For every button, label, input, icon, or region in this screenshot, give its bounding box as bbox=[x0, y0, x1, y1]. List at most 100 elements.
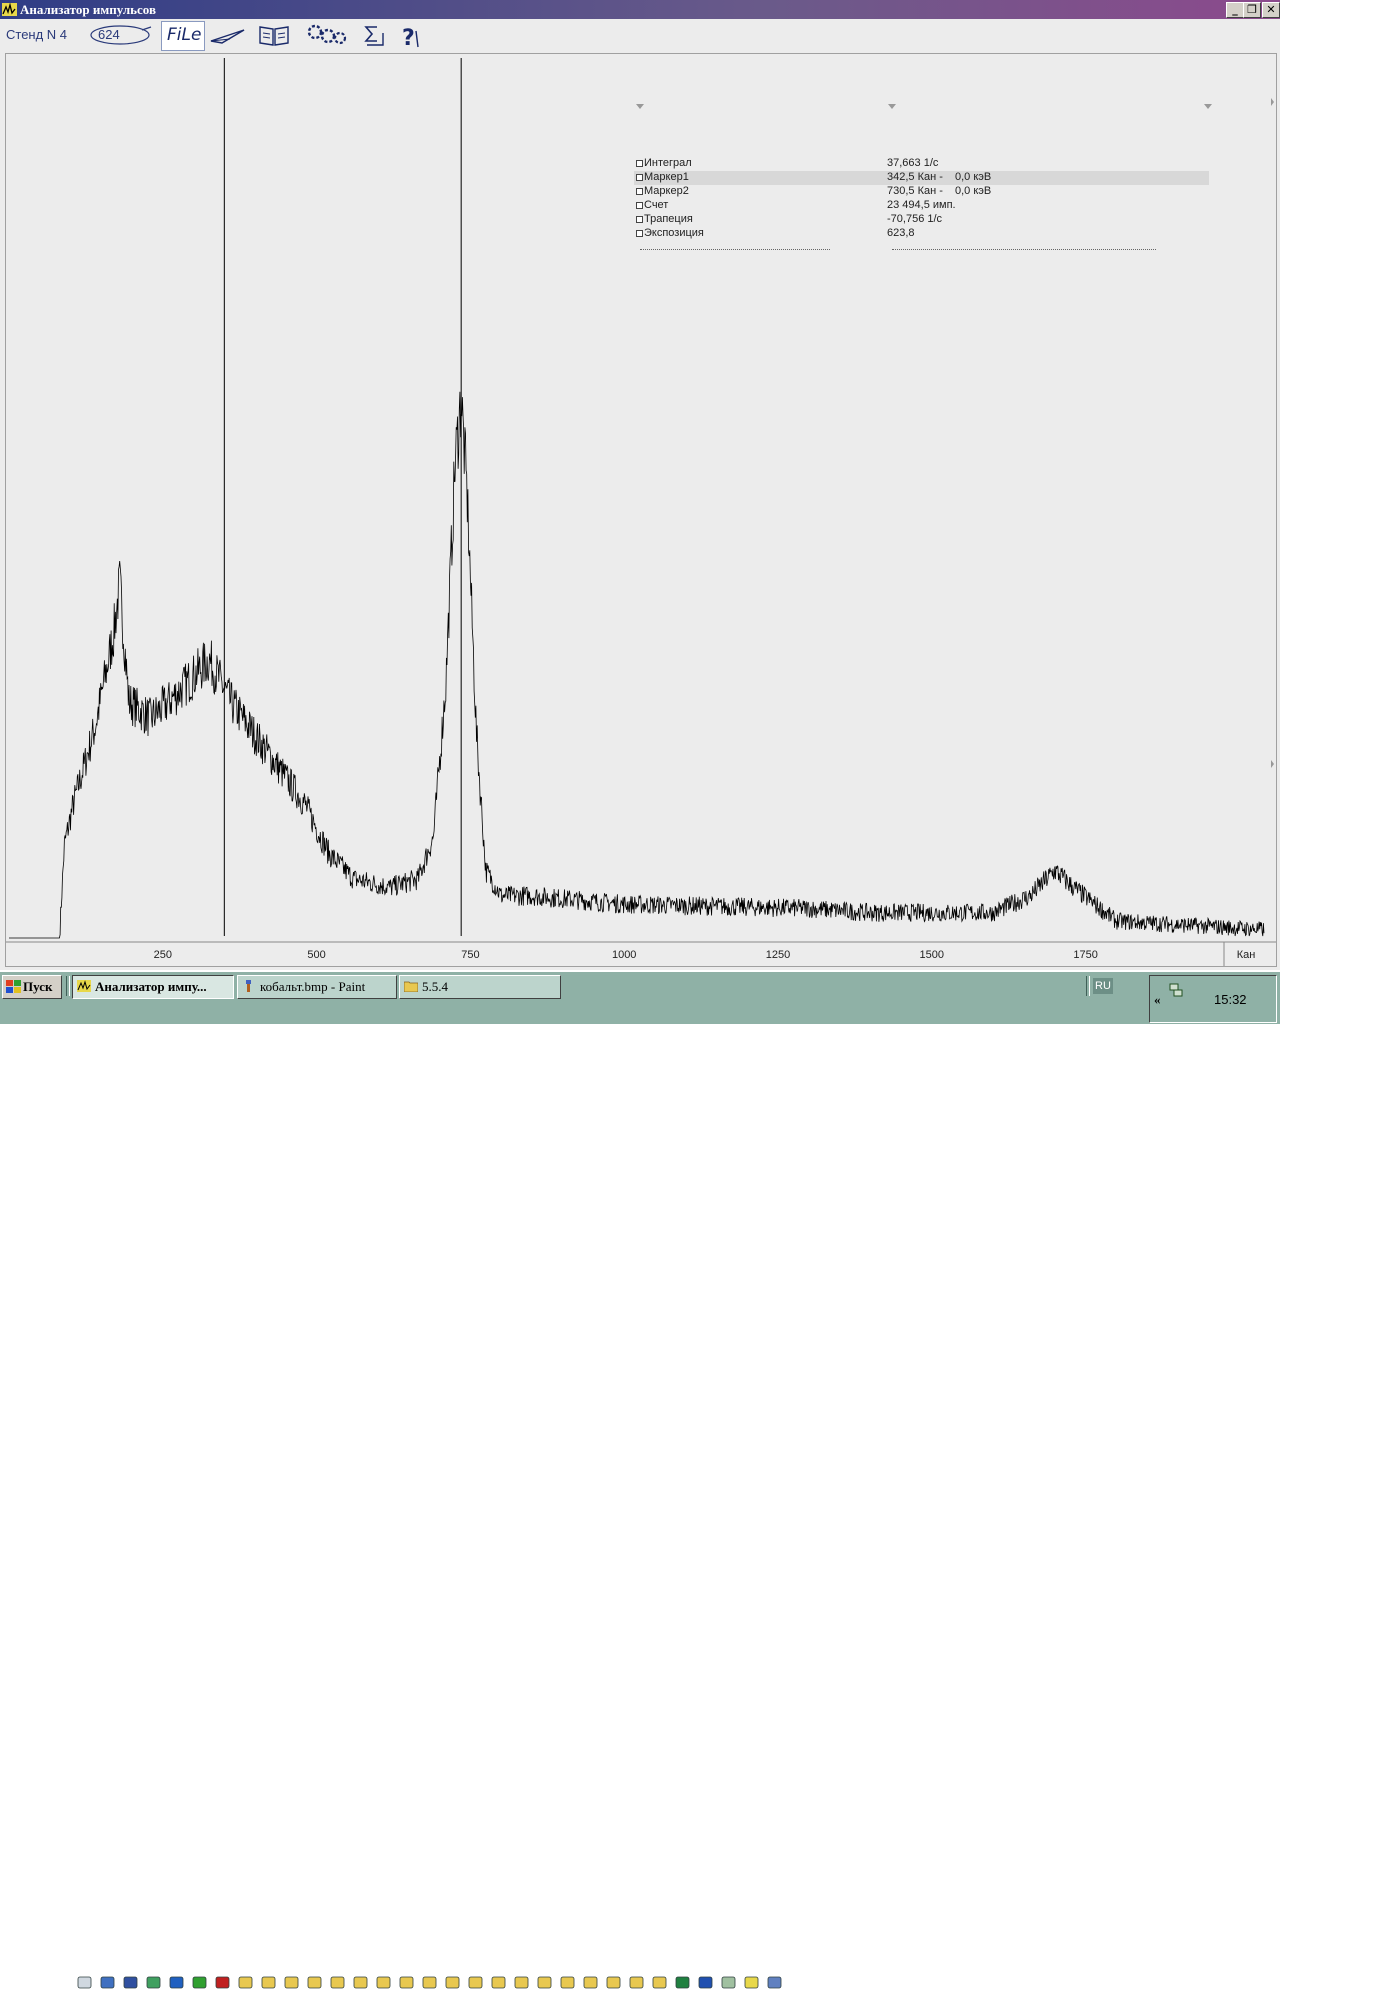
counter-display[interactable]: 624 bbox=[90, 24, 152, 46]
book-button[interactable] bbox=[254, 21, 294, 49]
x-tick-label: 250 bbox=[154, 949, 172, 961]
checkbox-icon[interactable] bbox=[636, 188, 643, 195]
sum-button[interactable] bbox=[355, 21, 395, 49]
folder-icon[interactable] bbox=[468, 1975, 484, 1989]
word-icon[interactable] bbox=[698, 1975, 714, 1989]
clock: 15:32 bbox=[1214, 992, 1247, 1007]
checkbox-icon[interactable] bbox=[636, 230, 643, 237]
help-button[interactable]: ? bbox=[392, 21, 432, 51]
recycle-icon[interactable] bbox=[146, 1975, 162, 1989]
scale-handle[interactable] bbox=[1271, 98, 1274, 106]
folder-icon[interactable] bbox=[422, 1975, 438, 1989]
info-row[interactable]: Счет 23 494,5 имп. bbox=[634, 199, 1209, 213]
excel-icon[interactable] bbox=[675, 1975, 691, 1989]
x-axis-unit: Кан bbox=[1237, 949, 1256, 961]
folder-icon[interactable] bbox=[514, 1975, 530, 1989]
taskbar: Пуск Анализатор импу... кобальт.bmp - Pa… bbox=[0, 972, 1280, 1989]
x-tick-label: 1750 bbox=[1073, 949, 1097, 961]
folder-icon[interactable] bbox=[307, 1975, 323, 1989]
stand-label: Стенд N 4 bbox=[6, 27, 68, 42]
network-tray-icon[interactable] bbox=[1168, 982, 1184, 998]
checkbox-icon[interactable] bbox=[636, 160, 643, 167]
folder-icon[interactable] bbox=[261, 1975, 277, 1989]
analyzer-app-icon bbox=[2, 3, 17, 16]
scale-handle[interactable] bbox=[1271, 760, 1274, 768]
folder-icon[interactable] bbox=[606, 1975, 622, 1989]
folder-icon[interactable] bbox=[629, 1975, 645, 1989]
minimize-icon: _ bbox=[1232, 3, 1238, 16]
info-row[interactable]: Маркер2 730,5 Кан - 0,0 кэВ bbox=[634, 185, 1209, 199]
start-label: Пуск bbox=[23, 979, 53, 994]
taskbar-separator bbox=[1086, 976, 1090, 996]
language-indicator[interactable]: RU bbox=[1093, 978, 1113, 994]
close-icon: ✕ bbox=[1266, 3, 1276, 16]
counter-value: 624 bbox=[98, 27, 120, 42]
info-label: Счет bbox=[644, 199, 669, 211]
folder-icon[interactable] bbox=[376, 1975, 392, 1989]
application-window: Анализатор импульсов _ ❐ ✕ Стенд N 4 624… bbox=[0, 0, 1280, 970]
info-row[interactable]: Экспозиция 623,8 bbox=[634, 227, 1209, 241]
column-resize-handle[interactable] bbox=[636, 104, 644, 109]
column-resize-handle[interactable] bbox=[1204, 104, 1212, 109]
info-energy: 0,0 кэВ bbox=[955, 185, 992, 197]
settings-button[interactable] bbox=[304, 21, 347, 49]
add-icon[interactable] bbox=[192, 1975, 208, 1989]
folder-icon[interactable] bbox=[330, 1975, 346, 1989]
folder-icon[interactable] bbox=[238, 1975, 254, 1989]
file-button[interactable]: FiLe bbox=[161, 21, 205, 51]
spectrum-chart[interactable]: 250 500 750 1000 1250 1500 1750 Кан bbox=[6, 54, 1276, 966]
folder-icon[interactable] bbox=[652, 1975, 668, 1989]
network-icon[interactable] bbox=[123, 1975, 139, 1989]
folder-icon[interactable] bbox=[284, 1975, 300, 1989]
x-tick-label: 1500 bbox=[920, 949, 944, 961]
windows-logo-icon bbox=[6, 980, 21, 993]
wordpad-icon[interactable] bbox=[767, 1975, 783, 1989]
start-button[interactable]: Пуск bbox=[2, 975, 62, 999]
spectrum-plot[interactable]: 250 500 750 1000 1250 1500 1750 Кан Интеграл 37,… bbox=[5, 53, 1277, 967]
analyzer-icon[interactable] bbox=[744, 1975, 760, 1989]
info-label: Маркер1 bbox=[644, 171, 689, 183]
minimize-button[interactable]: _ bbox=[1226, 2, 1244, 18]
sigma-icon bbox=[364, 26, 384, 46]
close-button[interactable]: ✕ bbox=[1262, 2, 1280, 18]
folder-icon[interactable] bbox=[537, 1975, 553, 1989]
show-desktop-icon[interactable] bbox=[77, 1975, 93, 1989]
info-row[interactable]: Трапеция -70,756 1/с bbox=[634, 213, 1209, 227]
info-value: 730,5 Кан - bbox=[887, 185, 943, 197]
folder-icon[interactable] bbox=[560, 1975, 576, 1989]
media-icon[interactable] bbox=[100, 1975, 116, 1989]
maximize-button[interactable]: ❐ bbox=[1243, 2, 1261, 18]
folder-icon[interactable] bbox=[583, 1975, 599, 1989]
column-resize-handle[interactable] bbox=[888, 104, 896, 109]
browser-icon[interactable] bbox=[169, 1975, 185, 1989]
info-value: 23 494,5 имп. bbox=[887, 199, 956, 211]
toolbar: Стенд N 4 624 FiLe bbox=[0, 19, 1280, 52]
image-icon[interactable] bbox=[721, 1975, 737, 1989]
gears-icon bbox=[307, 24, 347, 45]
folder-icon bbox=[404, 981, 418, 992]
title-bar[interactable]: Анализатор импульсов _ ❐ ✕ bbox=[0, 0, 1280, 19]
info-energy: 0,0 кэВ bbox=[955, 171, 992, 183]
checkbox-icon[interactable] bbox=[636, 174, 643, 181]
file-button-label: FiLe bbox=[167, 25, 202, 45]
send-button[interactable] bbox=[208, 21, 248, 49]
task-analyzer[interactable]: Анализатор импу... bbox=[72, 975, 234, 999]
x-tick-label: 750 bbox=[461, 949, 479, 961]
paper-plane-icon bbox=[210, 29, 245, 44]
system-tray: « 15:32 bbox=[1149, 975, 1277, 1023]
checkbox-icon[interactable] bbox=[636, 202, 643, 209]
svg-text:?: ? bbox=[402, 26, 415, 49]
info-value: 623,8 bbox=[887, 227, 915, 239]
pdf-icon[interactable] bbox=[215, 1975, 231, 1989]
folder-icon[interactable] bbox=[399, 1975, 415, 1989]
folder-icon[interactable] bbox=[491, 1975, 507, 1989]
tray-expand-button[interactable]: « bbox=[1154, 992, 1161, 1007]
dotted-separator bbox=[640, 249, 830, 250]
folder-icon[interactable] bbox=[445, 1975, 461, 1989]
task-paint[interactable]: кобальт.bmp - Paint bbox=[237, 975, 397, 999]
folder-icon[interactable] bbox=[353, 1975, 369, 1989]
checkbox-icon[interactable] bbox=[636, 216, 643, 223]
info-row[interactable]: Интеграл 37,663 1/с bbox=[634, 157, 1209, 171]
info-row[interactable]: Маркер1 342,5 Кан - 0,0 кэВ bbox=[634, 171, 1209, 185]
task-folder[interactable]: 5.5.4 bbox=[399, 975, 561, 999]
